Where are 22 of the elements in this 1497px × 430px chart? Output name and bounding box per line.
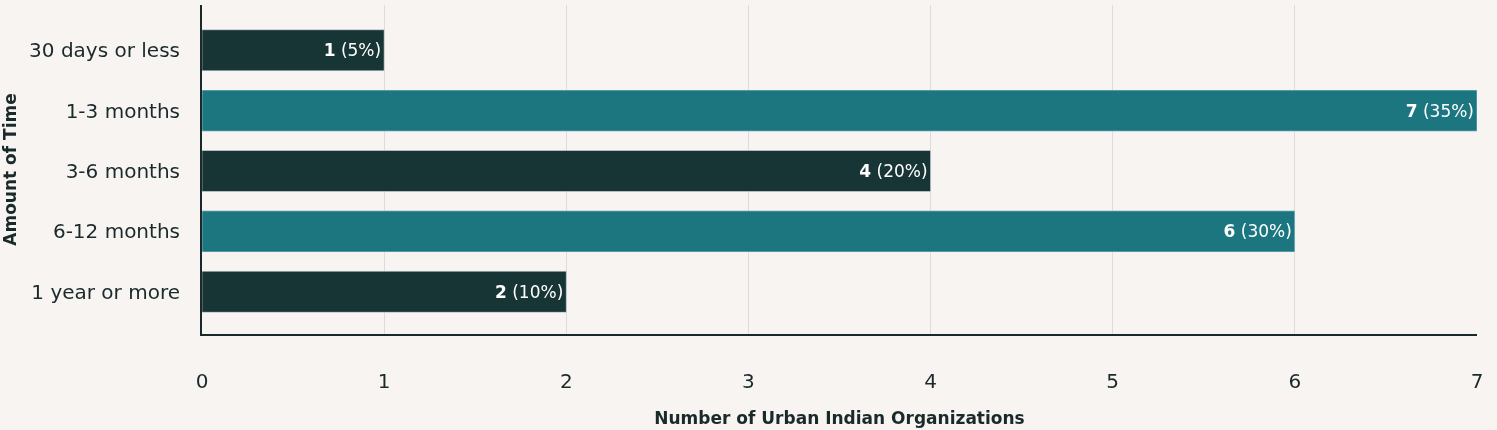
y-tick-label: 1 year or more	[31, 279, 180, 304]
bar	[202, 89, 1477, 132]
data-label: 6 (30%)	[1223, 221, 1292, 242]
x-tick-label: 2	[559, 369, 573, 393]
x-tick-label: 0	[195, 369, 209, 393]
data-label: 2 (10%)	[494, 281, 564, 302]
y-axis-title: Amount of Time	[0, 93, 20, 246]
x-tick-label: 6	[1288, 369, 1302, 393]
x-axis-title: Number of Urban Indian Organizations	[654, 407, 1025, 428]
y-tick-label: 3-6 months	[65, 159, 180, 184]
data-label: 1 (5%)	[323, 40, 382, 61]
y-tick-label: 30 days or less	[29, 38, 180, 63]
x-tick-label: 4	[924, 369, 937, 393]
x-tick-label: 3	[742, 369, 755, 393]
data-label: 7 (35%)	[1405, 100, 1474, 121]
bar	[202, 210, 1296, 253]
y-tick-label: 6-12 months	[52, 219, 180, 244]
x-tick-label: 7	[1470, 369, 1484, 393]
x-tick-label: 5	[1106, 369, 1120, 393]
x-tick-label: 1	[377, 369, 391, 393]
data-label: 4 (20%)	[859, 161, 928, 182]
y-tick-label: 1-3 months	[65, 98, 180, 123]
